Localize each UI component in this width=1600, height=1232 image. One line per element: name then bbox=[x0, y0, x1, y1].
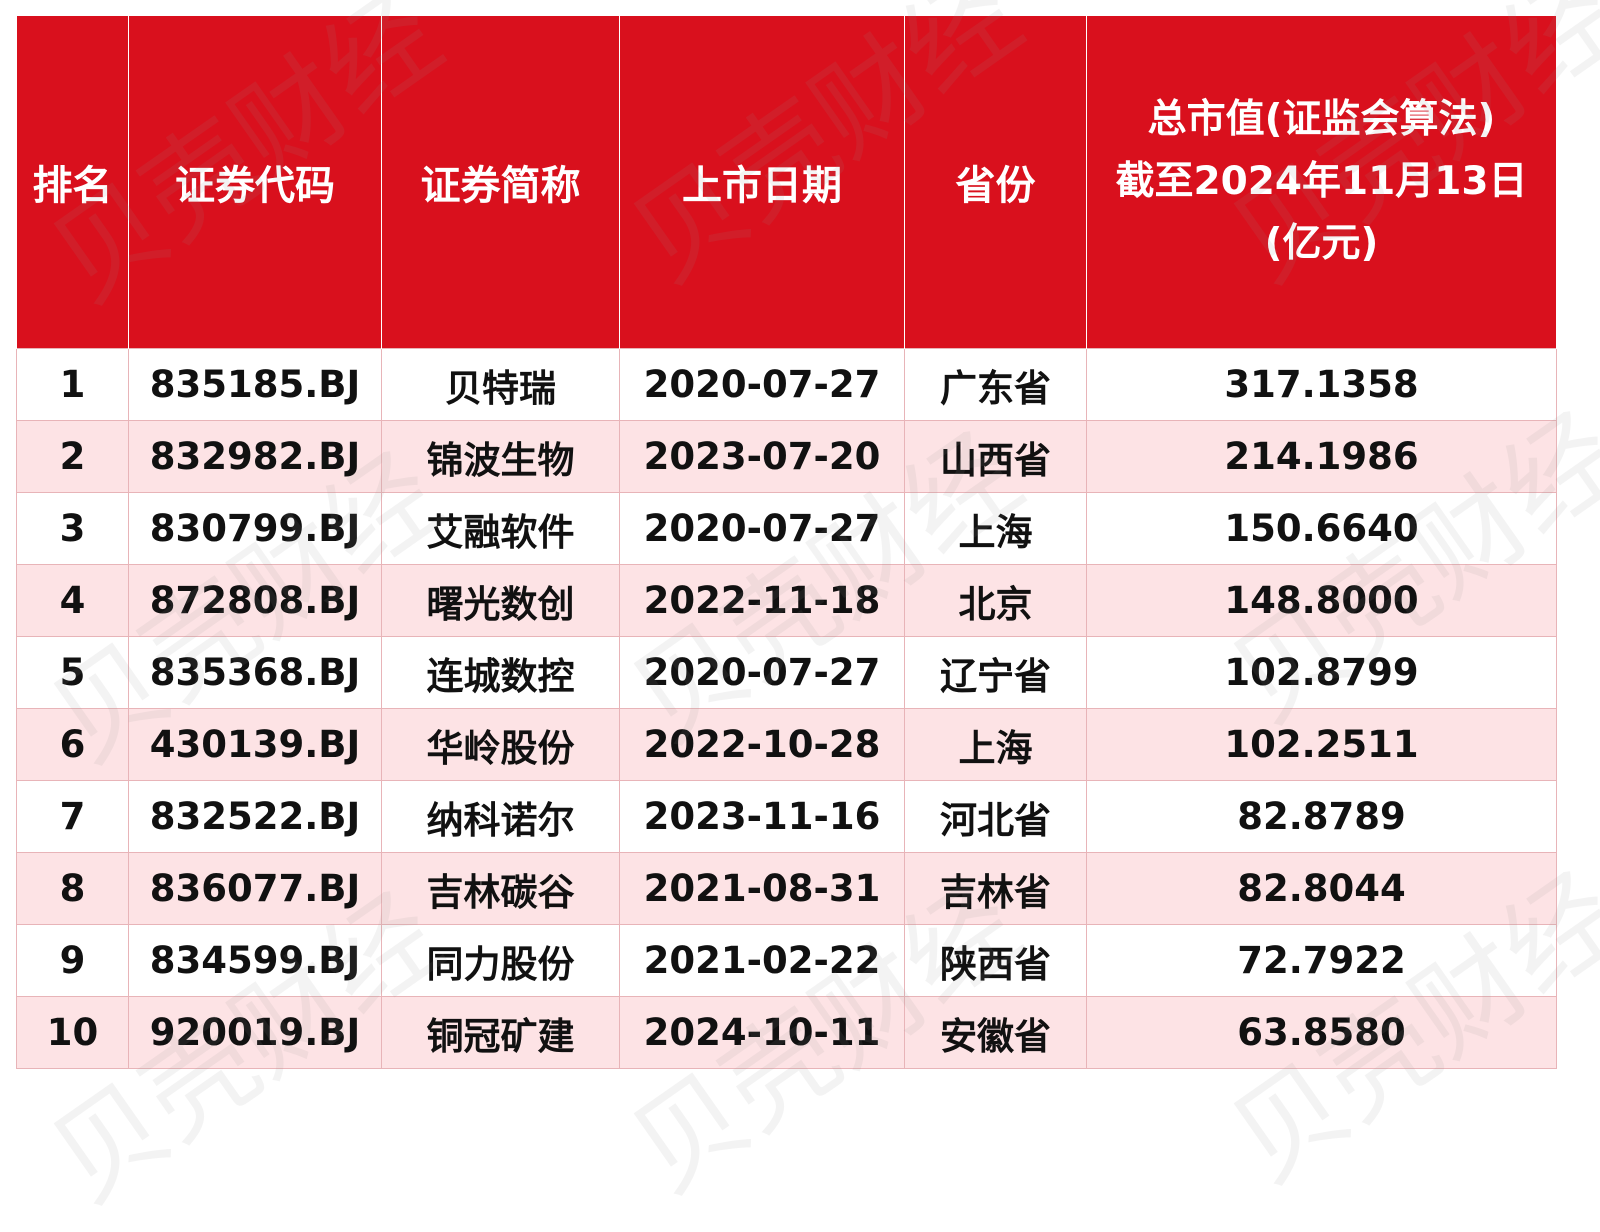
table-row: 10 920019.BJ 铜冠矿建 2024-10-11 安徽省 63.8580 bbox=[16, 996, 1557, 1069]
market-cap-ranking-table: 排名 证券代码 证券简称 上市日期 省份 总市值(证监会算法) 截至2024年1… bbox=[16, 16, 1557, 1069]
cell-listing-date: 2020-07-27 bbox=[619, 492, 905, 565]
cell-rank: 2 bbox=[16, 420, 129, 493]
cell-name: 曙光数创 bbox=[381, 564, 620, 637]
cell-name: 吉林碳谷 bbox=[381, 852, 620, 925]
cell-province: 山西省 bbox=[904, 420, 1087, 493]
cell-province: 北京 bbox=[904, 564, 1087, 637]
cell-code: 830799.BJ bbox=[128, 492, 382, 565]
cell-listing-date: 2023-07-20 bbox=[619, 420, 905, 493]
cell-name: 贝特瑞 bbox=[381, 348, 620, 421]
cell-province: 河北省 bbox=[904, 780, 1087, 853]
cell-code: 832982.BJ bbox=[128, 420, 382, 493]
cell-province: 辽宁省 bbox=[904, 636, 1087, 709]
cell-listing-date: 2024-10-11 bbox=[619, 996, 905, 1069]
cell-listing-date: 2022-10-28 bbox=[619, 708, 905, 781]
cell-market-cap: 72.7922 bbox=[1086, 924, 1557, 997]
cell-name: 艾融软件 bbox=[381, 492, 620, 565]
cell-province: 上海 bbox=[904, 492, 1087, 565]
cell-market-cap: 82.8789 bbox=[1086, 780, 1557, 853]
cell-listing-date: 2020-07-27 bbox=[619, 636, 905, 709]
cell-rank: 5 bbox=[16, 636, 129, 709]
cell-rank: 10 bbox=[16, 996, 129, 1069]
cell-code: 835185.BJ bbox=[128, 348, 382, 421]
cell-rank: 3 bbox=[16, 492, 129, 565]
table-row: 5 835368.BJ 连城数控 2020-07-27 辽宁省 102.8799 bbox=[16, 636, 1557, 709]
cell-code: 836077.BJ bbox=[128, 852, 382, 925]
cell-market-cap: 82.8044 bbox=[1086, 852, 1557, 925]
header-market-cap-line3: (亿元) bbox=[1264, 221, 1379, 266]
cell-market-cap: 148.8000 bbox=[1086, 564, 1557, 637]
cell-code: 872808.BJ bbox=[128, 564, 382, 637]
cell-listing-date: 2022-11-18 bbox=[619, 564, 905, 637]
header-market-cap: 总市值(证监会算法) 截至2024年11月13日 (亿元) bbox=[1086, 16, 1557, 349]
cell-province: 吉林省 bbox=[904, 852, 1087, 925]
header-name: 证券简称 bbox=[381, 16, 620, 349]
header-row: 排名 证券代码 证券简称 上市日期 省份 总市值(证监会算法) 截至2024年1… bbox=[16, 16, 1557, 349]
cell-market-cap: 63.8580 bbox=[1086, 996, 1557, 1069]
cell-listing-date: 2021-08-31 bbox=[619, 852, 905, 925]
header-province: 省份 bbox=[904, 16, 1087, 349]
table-body: 1 835185.BJ 贝特瑞 2020-07-27 广东省 317.1358 2 83298… bbox=[16, 348, 1557, 1069]
cell-rank: 7 bbox=[16, 780, 129, 853]
header-market-cap-line1: 总市值(证监会算法) bbox=[1147, 97, 1496, 142]
cell-code: 832522.BJ bbox=[128, 780, 382, 853]
cell-name: 连城数控 bbox=[381, 636, 620, 709]
header-market-cap-line2: 截至2024年11月13日 bbox=[1115, 159, 1528, 204]
cell-name: 纳科诺尔 bbox=[381, 780, 620, 853]
cell-listing-date: 2020-07-27 bbox=[619, 348, 905, 421]
cell-rank: 4 bbox=[16, 564, 129, 637]
cell-name: 华岭股份 bbox=[381, 708, 620, 781]
table-row: 8 836077.BJ 吉林碳谷 2021-08-31 吉林省 82.8044 bbox=[16, 852, 1557, 925]
table-row: 4 872808.BJ 曙光数创 2022-11-18 北京 148.8000 bbox=[16, 564, 1557, 637]
header-listing-date: 上市日期 bbox=[619, 16, 905, 349]
cell-rank: 1 bbox=[16, 348, 129, 421]
table-row: 1 835185.BJ 贝特瑞 2020-07-27 广东省 317.1358 bbox=[16, 348, 1557, 421]
cell-market-cap: 214.1986 bbox=[1086, 420, 1557, 493]
header-code: 证券代码 bbox=[128, 16, 382, 349]
cell-code: 920019.BJ bbox=[128, 996, 382, 1069]
table-row: 6 430139.BJ 华岭股份 2022-10-28 上海 102.2511 bbox=[16, 708, 1557, 781]
cell-listing-date: 2021-02-22 bbox=[619, 924, 905, 997]
cell-rank: 9 bbox=[16, 924, 129, 997]
table-row: 2 832982.BJ 锦波生物 2023-07-20 山西省 214.1986 bbox=[16, 420, 1557, 493]
header-rank: 排名 bbox=[16, 16, 129, 349]
ranking-table-container: 排名 证券代码 证券简称 上市日期 省份 总市值(证监会算法) 截至2024年1… bbox=[16, 16, 1557, 1069]
table-row: 7 832522.BJ 纳科诺尔 2023-11-16 河北省 82.8789 bbox=[16, 780, 1557, 853]
cell-code: 834599.BJ bbox=[128, 924, 382, 997]
cell-name: 铜冠矿建 bbox=[381, 996, 620, 1069]
table-row: 3 830799.BJ 艾融软件 2020-07-27 上海 150.6640 bbox=[16, 492, 1557, 565]
cell-market-cap: 102.8799 bbox=[1086, 636, 1557, 709]
cell-name: 锦波生物 bbox=[381, 420, 620, 493]
cell-market-cap: 150.6640 bbox=[1086, 492, 1557, 565]
cell-province: 上海 bbox=[904, 708, 1087, 781]
cell-listing-date: 2023-11-16 bbox=[619, 780, 905, 853]
cell-code: 835368.BJ bbox=[128, 636, 382, 709]
cell-rank: 6 bbox=[16, 708, 129, 781]
cell-market-cap: 102.2511 bbox=[1086, 708, 1557, 781]
cell-province: 安徽省 bbox=[904, 996, 1087, 1069]
cell-code: 430139.BJ bbox=[128, 708, 382, 781]
table-row: 9 834599.BJ 同力股份 2021-02-22 陕西省 72.7922 bbox=[16, 924, 1557, 997]
cell-province: 广东省 bbox=[904, 348, 1087, 421]
cell-market-cap: 317.1358 bbox=[1086, 348, 1557, 421]
cell-province: 陕西省 bbox=[904, 924, 1087, 997]
cell-name: 同力股份 bbox=[381, 924, 620, 997]
cell-rank: 8 bbox=[16, 852, 129, 925]
